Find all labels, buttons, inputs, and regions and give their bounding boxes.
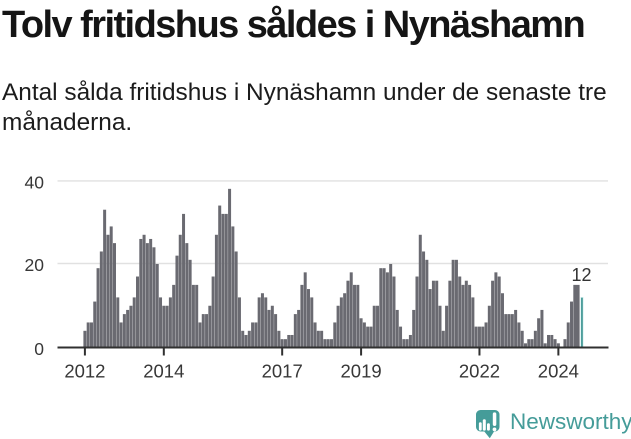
- svg-text:2019: 2019: [341, 361, 382, 382]
- svg-text:20: 20: [25, 255, 45, 275]
- svg-text:2017: 2017: [262, 361, 303, 382]
- svg-text:2022: 2022: [459, 361, 500, 382]
- svg-text:12: 12: [571, 265, 591, 285]
- svg-text:2024: 2024: [538, 361, 579, 382]
- svg-text:40: 40: [25, 173, 45, 193]
- svg-text:2012: 2012: [64, 361, 105, 382]
- svg-text:0: 0: [34, 339, 44, 359]
- svg-text:2014: 2014: [143, 361, 184, 382]
